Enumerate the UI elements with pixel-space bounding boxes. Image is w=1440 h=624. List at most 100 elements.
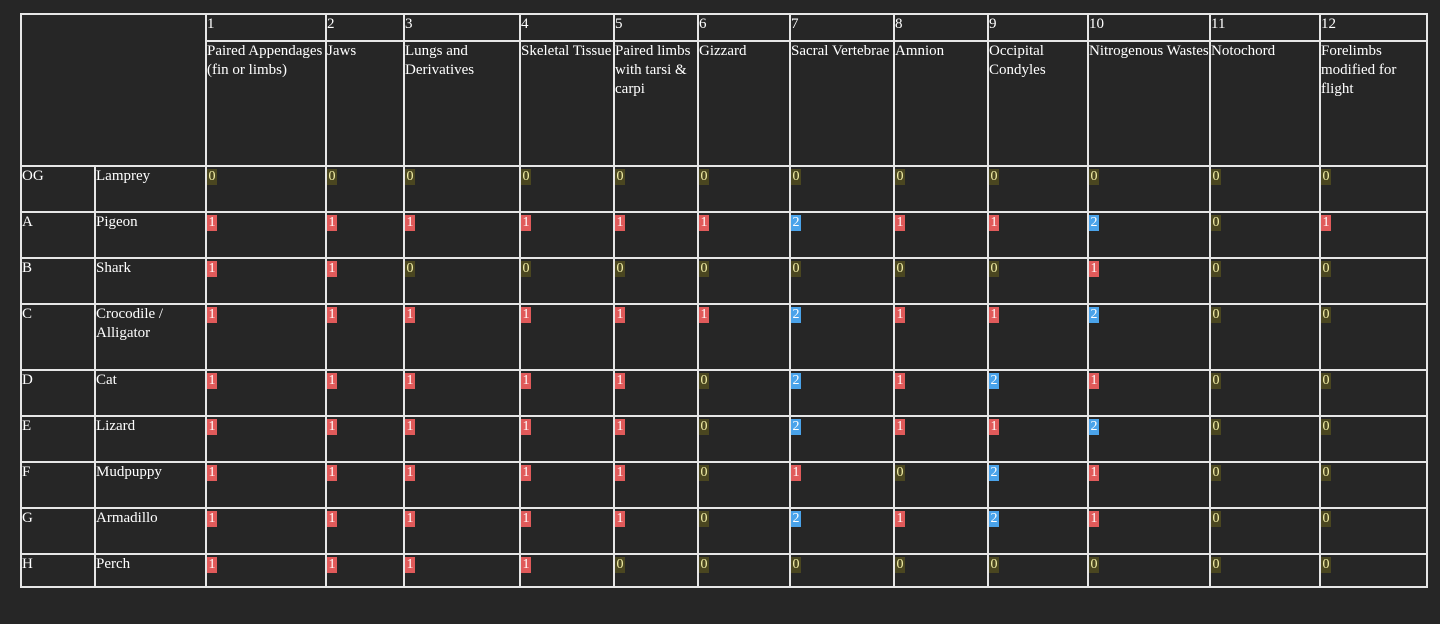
state-value: 2 xyxy=(1089,215,1099,231)
state-cell: 0 xyxy=(987,165,1089,213)
trait-number-8: 8 xyxy=(893,13,989,42)
state-cell: 0 xyxy=(893,165,989,213)
state-value: 0 xyxy=(615,261,625,277)
taxon-row: B Shark 1 1 0 0 0 0 0 0 0 1 0 0 xyxy=(20,257,1428,305)
state-value: 0 xyxy=(1211,511,1221,527)
state-cell: 2 xyxy=(1087,211,1211,259)
state-cell: 0 xyxy=(1209,211,1321,259)
state-value: 1 xyxy=(895,307,905,323)
state-value: 2 xyxy=(791,215,801,231)
state-cell: 0 xyxy=(987,257,1089,305)
state-cell: 1 xyxy=(613,507,699,555)
trait-name-8: Amnion xyxy=(893,40,989,167)
state-cell: 0 xyxy=(1209,507,1321,555)
state-cell: 1 xyxy=(1319,211,1428,259)
state-value: 1 xyxy=(989,215,999,231)
trait-name-10: Nitrogenous Wastes xyxy=(1087,40,1211,167)
state-cell: 0 xyxy=(789,165,895,213)
taxon-name: Lizard xyxy=(94,415,207,463)
state-value: 0 xyxy=(1321,465,1331,481)
state-value: 0 xyxy=(699,261,709,277)
state-value: 0 xyxy=(615,557,625,573)
state-cell: 0 xyxy=(1087,165,1211,213)
state-cell: 1 xyxy=(789,461,895,509)
state-cell: 1 xyxy=(403,553,521,588)
trait-name-6: Gizzard xyxy=(697,40,791,167)
state-value: 1 xyxy=(1089,261,1099,277)
state-value: 1 xyxy=(327,557,337,573)
state-cell: 1 xyxy=(325,553,405,588)
state-value: 0 xyxy=(895,169,905,185)
taxon-name: Pigeon xyxy=(94,211,207,259)
state-cell: 1 xyxy=(403,507,521,555)
state-value: 1 xyxy=(1089,465,1099,481)
state-value: 2 xyxy=(1089,419,1099,435)
taxon-row: D Cat 1 1 1 1 1 0 2 1 2 1 0 0 xyxy=(20,369,1428,417)
state-cell: 1 xyxy=(325,415,405,463)
trait-name-12: Forelimbs modified for flight xyxy=(1319,40,1428,167)
state-cell: 1 xyxy=(403,461,521,509)
taxon-row: H Perch 1 1 1 1 0 0 0 0 0 0 0 0 xyxy=(20,553,1428,588)
state-value: 1 xyxy=(989,307,999,323)
state-cell: 0 xyxy=(613,553,699,588)
state-cell: 0 xyxy=(1209,415,1321,463)
state-cell: 1 xyxy=(893,507,989,555)
state-cell: 1 xyxy=(325,507,405,555)
state-cell: 2 xyxy=(789,507,895,555)
state-value: 0 xyxy=(405,261,415,277)
state-value: 0 xyxy=(207,169,217,185)
row-id: E xyxy=(20,415,96,463)
state-cell: 0 xyxy=(697,257,791,305)
trait-number-4: 4 xyxy=(519,13,615,42)
state-cell: 0 xyxy=(697,507,791,555)
state-value: 0 xyxy=(1211,373,1221,389)
state-value: 1 xyxy=(521,307,531,323)
state-cell: 0 xyxy=(325,165,405,213)
state-cell: 1 xyxy=(519,553,615,588)
state-cell: 2 xyxy=(789,369,895,417)
state-value: 1 xyxy=(895,511,905,527)
state-value: 0 xyxy=(895,557,905,573)
state-value: 0 xyxy=(1321,419,1331,435)
state-value: 1 xyxy=(207,419,217,435)
state-cell: 0 xyxy=(1209,165,1321,213)
trait-name-7: Sacral Vertebrae xyxy=(789,40,895,167)
state-cell: 0 xyxy=(789,257,895,305)
state-cell: 2 xyxy=(789,303,895,371)
state-value: 0 xyxy=(1089,557,1099,573)
state-cell: 1 xyxy=(403,415,521,463)
state-value: 1 xyxy=(405,307,415,323)
state-value: 1 xyxy=(327,373,337,389)
state-cell: 1 xyxy=(893,211,989,259)
state-value: 0 xyxy=(699,465,709,481)
state-cell: 1 xyxy=(325,369,405,417)
state-value: 2 xyxy=(1089,307,1099,323)
taxon-row: OG Lamprey 0 0 0 0 0 0 0 0 0 0 0 0 xyxy=(20,165,1428,213)
state-value: 1 xyxy=(521,373,531,389)
trait-name-1: Paired Appendages (fin or limbs) xyxy=(205,40,327,167)
state-cell: 0 xyxy=(613,257,699,305)
state-value: 0 xyxy=(895,261,905,277)
state-value: 2 xyxy=(791,307,801,323)
state-cell: 2 xyxy=(1087,415,1211,463)
trait-name-row: Paired Appendages (fin or limbs) Jaws Lung… xyxy=(21,40,1428,167)
state-cell: 0 xyxy=(1319,257,1428,305)
state-value: 1 xyxy=(327,215,337,231)
state-value: 1 xyxy=(615,307,625,323)
state-value: 0 xyxy=(1211,557,1221,573)
state-cell: 1 xyxy=(613,211,699,259)
trait-name-5: Paired limbs with tarsi & carpi xyxy=(613,40,699,167)
state-cell: 1 xyxy=(205,415,327,463)
trait-number-1: 1 xyxy=(205,13,327,42)
state-value: 1 xyxy=(791,465,801,481)
state-value: 0 xyxy=(1211,169,1221,185)
state-value: 1 xyxy=(327,307,337,323)
state-value: 1 xyxy=(405,215,415,231)
state-value: 1 xyxy=(207,511,217,527)
state-cell: 1 xyxy=(205,461,327,509)
state-cell: 1 xyxy=(1087,257,1211,305)
state-value: 1 xyxy=(405,373,415,389)
state-cell: 0 xyxy=(1209,303,1321,371)
state-cell: 0 xyxy=(1319,303,1428,371)
state-cell: 0 xyxy=(1319,415,1428,463)
